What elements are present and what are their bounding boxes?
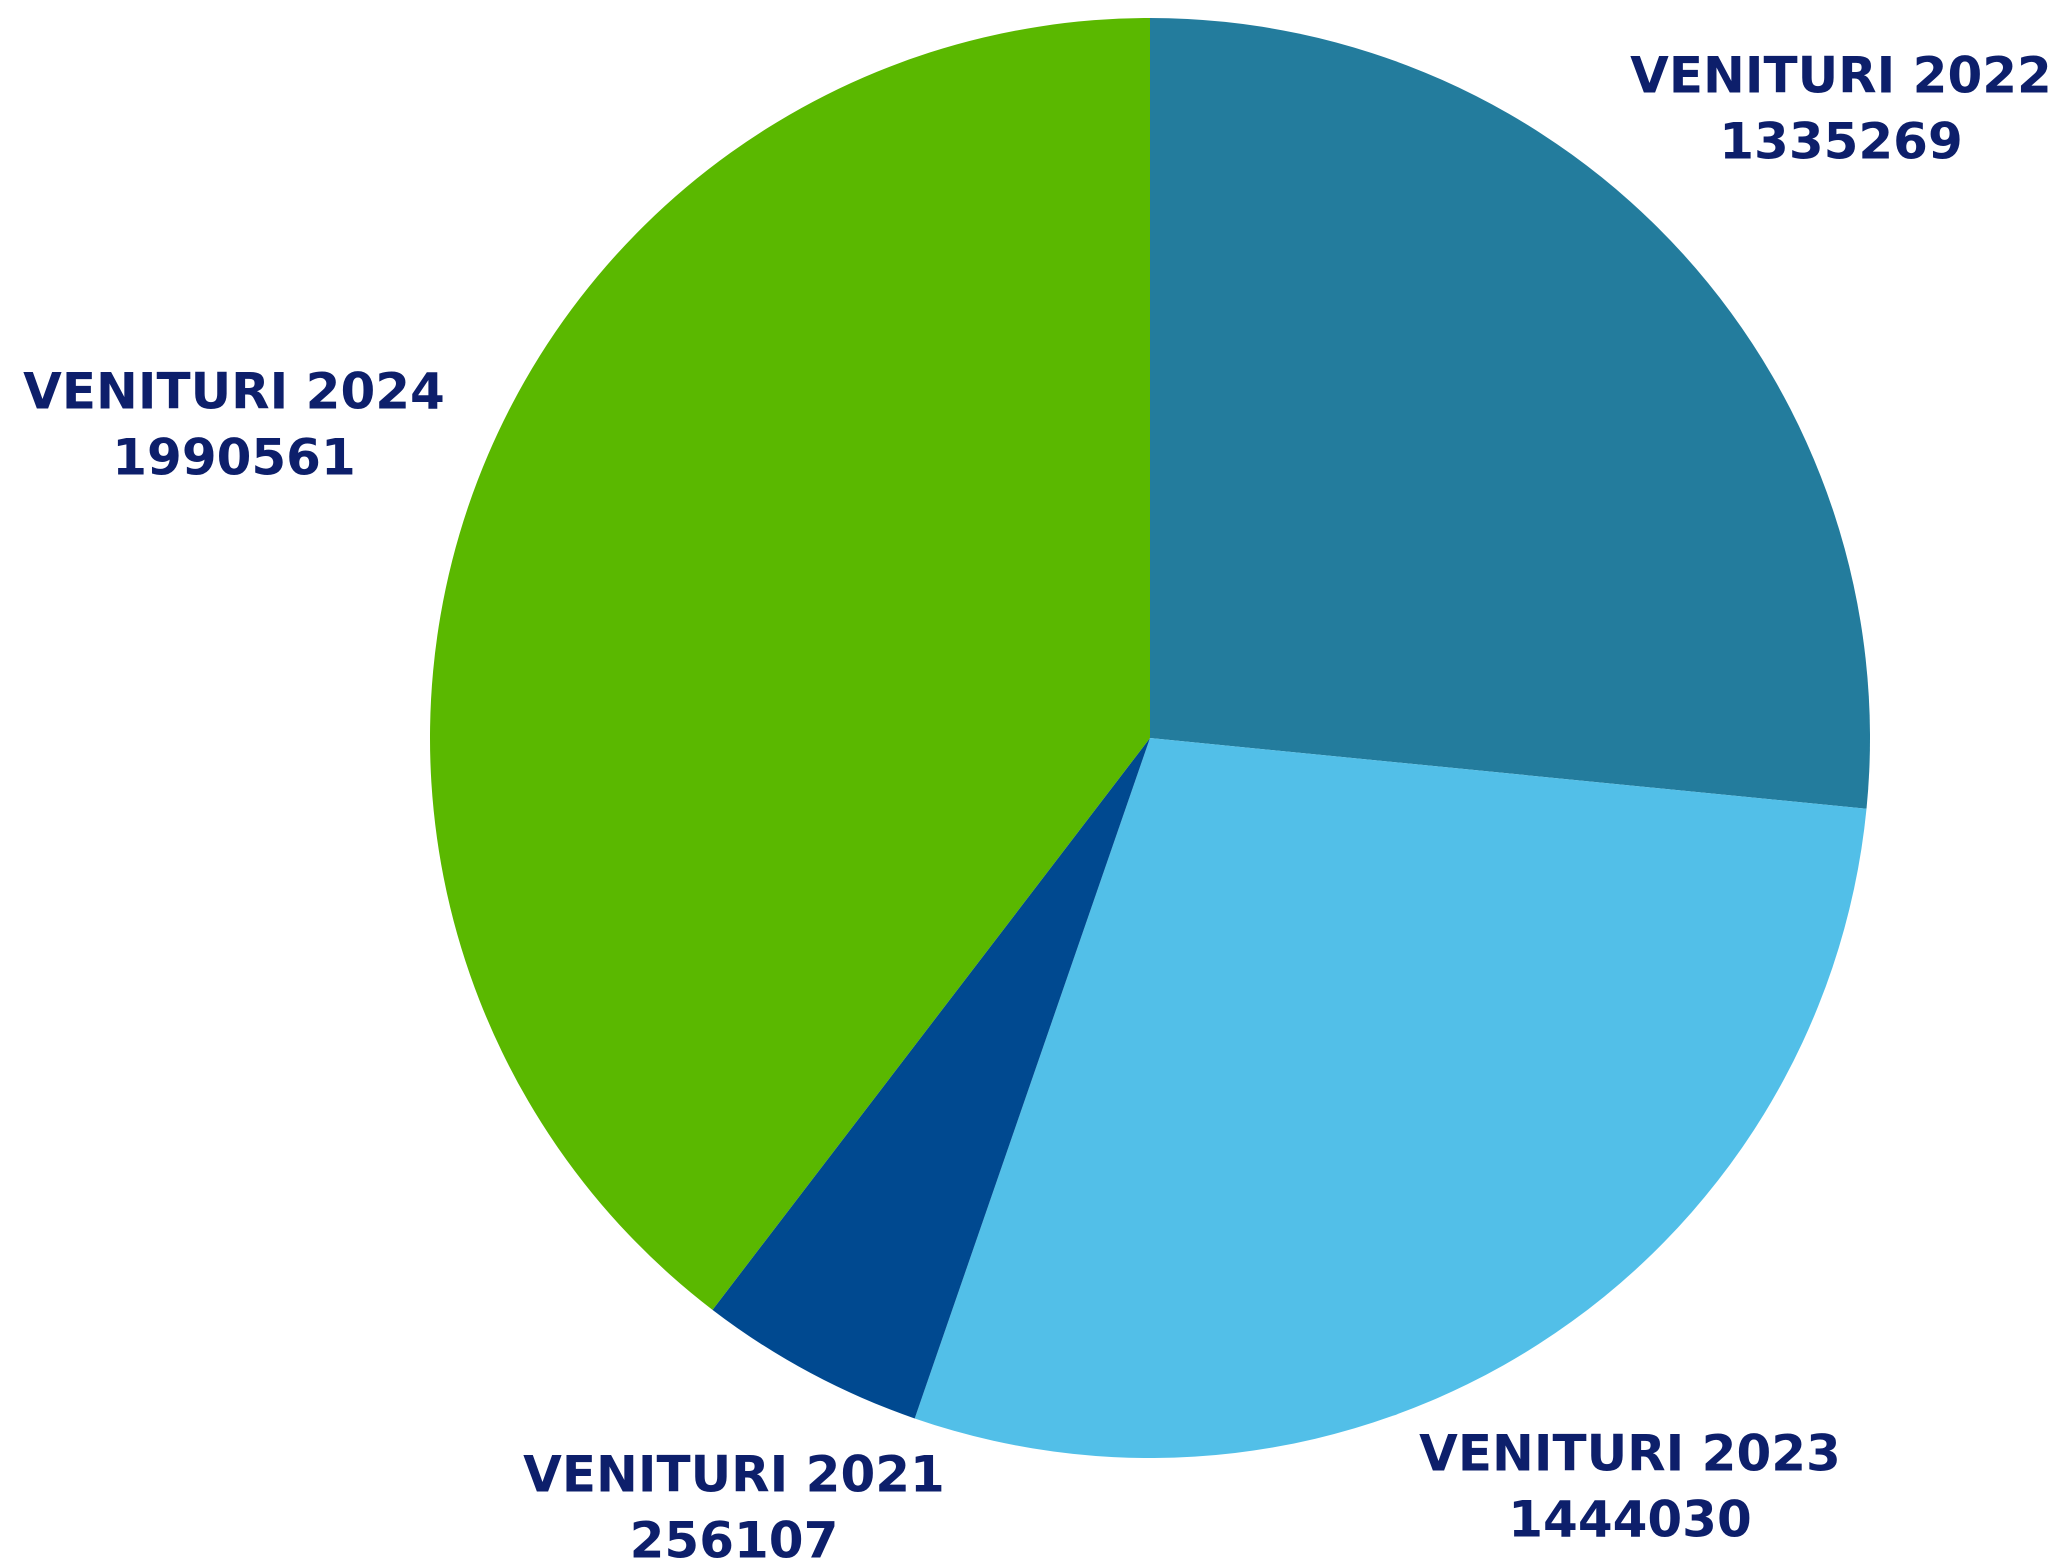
slice-label: VENITURI 2024 xyxy=(23,363,445,421)
slice-label: VENITURI 2023 xyxy=(1419,1425,1841,1483)
slice-value: 1990561 xyxy=(112,429,356,487)
slice-value: 256107 xyxy=(630,1512,839,1563)
pie-slice xyxy=(914,738,1867,1458)
pie-slice xyxy=(1150,18,1870,809)
slice-value: 1335269 xyxy=(1719,113,1963,171)
slice-label: VENITURI 2022 xyxy=(1630,47,2052,105)
pie-slice xyxy=(429,18,1150,1310)
slice-value: 1444030 xyxy=(1508,1491,1752,1549)
pie-slice xyxy=(712,738,1150,1419)
slice-label: VENITURI 2021 xyxy=(523,1446,945,1504)
